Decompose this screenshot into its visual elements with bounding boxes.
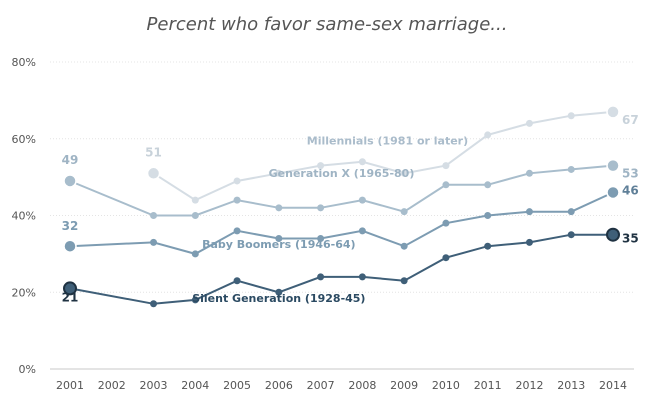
data-point [317, 204, 325, 212]
data-point [358, 273, 366, 281]
data-point [442, 181, 450, 189]
data-point [150, 238, 158, 246]
y-tick-label: 20% [12, 286, 36, 299]
data-point [233, 227, 241, 235]
series-label: Millennials (1981 or later) [307, 135, 468, 148]
data-point [358, 227, 366, 235]
data-point [317, 235, 325, 243]
grid [50, 61, 634, 370]
data-point [525, 238, 533, 246]
data-label: 21 [62, 290, 79, 304]
data-label: 46 [622, 183, 639, 197]
series-label: Generation X (1965-80) [269, 167, 415, 180]
x-tick-label: 2011 [474, 379, 502, 392]
data-point [233, 277, 241, 285]
data-point [191, 196, 199, 204]
data-point [525, 208, 533, 216]
data-point [442, 254, 450, 262]
data-point [606, 105, 620, 119]
data-point [150, 212, 158, 219]
x-tick-label: 2004 [181, 379, 209, 392]
data-point [275, 288, 283, 296]
data-point [317, 162, 325, 170]
x-tick-label: 2013 [557, 379, 585, 392]
data-point [400, 208, 408, 216]
series-label: Silent Generation (1928-45) [192, 292, 365, 305]
data-point [191, 250, 199, 258]
labels: 51 67 49 53 32 46 21 35 Millennials (1981 or lat… [62, 113, 639, 305]
x-tick-label: 2001 [56, 379, 84, 392]
data-point [275, 204, 283, 212]
data-point [317, 273, 325, 281]
data-point [567, 231, 575, 239]
data-point [150, 300, 158, 308]
data-point [484, 181, 492, 189]
x-tick-label: 2009 [390, 379, 418, 392]
data-point [525, 169, 533, 177]
data-point [358, 158, 366, 166]
data-point [233, 196, 241, 204]
data-point [191, 212, 199, 219]
x-tick-label: 2003 [140, 379, 168, 392]
data-point [275, 169, 283, 177]
data-point [400, 242, 408, 250]
data-point [567, 165, 575, 173]
x-tick-label: 2014 [599, 379, 627, 392]
data-label: 35 [622, 232, 639, 246]
data-label: 49 [62, 153, 79, 167]
data-label: 67 [622, 113, 639, 127]
data-point [146, 166, 161, 181]
y-tick-label: 60% [12, 133, 36, 146]
y-tick-label: 80% [12, 56, 36, 69]
x-tick-label: 2012 [515, 379, 543, 392]
x-tick-label: 2008 [348, 379, 376, 392]
x-tick-label: 2002 [98, 379, 126, 392]
x-tick-label: 2010 [432, 379, 460, 392]
data-point [191, 296, 199, 304]
data-point [525, 119, 533, 127]
data-point [63, 239, 77, 253]
data-point [606, 227, 620, 242]
axis: 0% 20% 40% 60% 80% 2001 2002 2003 2004 2005 2006 20… [12, 56, 627, 392]
data-point [63, 281, 77, 296]
data-point [400, 169, 408, 177]
data-point [233, 177, 241, 185]
data-point [442, 219, 450, 227]
data-label: 51 [145, 145, 162, 159]
data-point [63, 174, 77, 188]
data-point [567, 208, 575, 216]
x-tick-label: 2005 [223, 379, 251, 392]
series-label: Baby Boomers (1946-64) [202, 238, 355, 251]
data-point [484, 242, 492, 250]
data-point [358, 196, 366, 204]
series-line [152, 110, 614, 202]
data-label: 53 [622, 167, 639, 181]
data-point [606, 158, 620, 173]
series-points [63, 105, 620, 308]
x-tick-label: 2007 [307, 379, 335, 392]
x-tick-label: 2006 [265, 379, 293, 392]
data-point [567, 112, 575, 120]
y-tick-label: 0% [19, 363, 36, 376]
data-point [442, 162, 450, 170]
y-tick-label: 40% [12, 210, 36, 223]
data-point [606, 185, 620, 200]
data-point [275, 235, 283, 243]
chart-title: Percent who favor same-sex marriage... [146, 14, 508, 35]
data-label: 32 [62, 219, 79, 233]
data-point [484, 212, 492, 219]
data-point [484, 131, 492, 139]
data-point [400, 277, 408, 285]
